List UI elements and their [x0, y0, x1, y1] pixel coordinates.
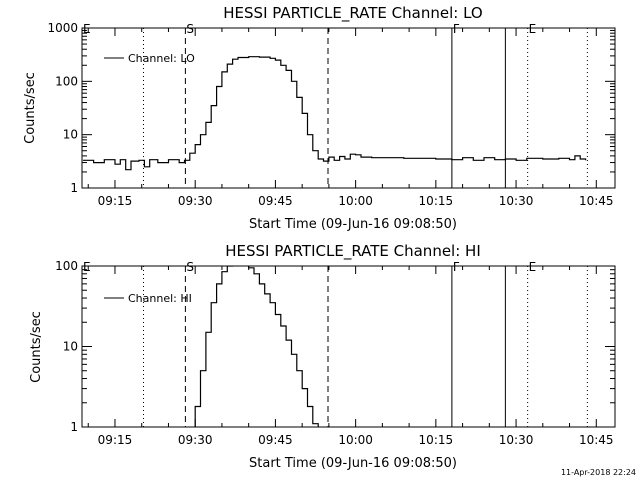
event-marker-label-hi-6: E	[529, 260, 537, 274]
chart-panel-hi: HESSI PARTICLE_RATE Channel: HI Counts/s…	[29, 242, 616, 471]
y-tick-label-lo-1: 10	[63, 128, 78, 142]
y-tick-label-lo-3: 1000	[47, 21, 78, 35]
chart-panel-lo: HESSI PARTICLE_RATE Channel: LO Counts/s…	[23, 4, 616, 232]
x-tick-label-lo-2: 09:45	[258, 194, 293, 208]
event-marker-label-hi-2: S	[186, 260, 194, 274]
y-tick-label-lo-0: 1	[70, 181, 78, 195]
axis-ticks-lo	[82, 27, 615, 189]
x-tick-label-hi-4: 10:15	[419, 433, 454, 447]
footer-timestamp: 11-Apr-2018 22:24	[561, 468, 636, 477]
event-marker-label-lo-4: F	[453, 22, 460, 36]
y-tick-label-lo-2: 100	[55, 74, 78, 88]
legend-label-lo: Channel: LO	[128, 52, 195, 65]
x-tick-label-hi-6: 10:45	[579, 433, 614, 447]
x-tick-label-lo-3: 10:00	[338, 194, 373, 208]
y-tick-label-hi-2: 100	[55, 259, 78, 273]
x-tick-label-lo-6: 10:45	[579, 194, 614, 208]
x-tick-label-lo-5: 10:30	[499, 194, 534, 208]
x-tick-label-lo-0: 09:15	[98, 194, 133, 208]
x-tick-label-hi-3: 10:00	[338, 433, 373, 447]
plot-frame-hi	[81, 265, 616, 428]
x-tick-label-hi-2: 09:45	[258, 433, 293, 447]
x-tick-label-lo-1: 09:30	[178, 194, 213, 208]
y-axis-label-lo: Counts/sec	[23, 72, 38, 144]
event-marker-label-hi-4: F	[453, 260, 460, 274]
y-tick-label-hi-1: 10	[63, 340, 78, 354]
x-tick-label-hi-5: 10:30	[499, 433, 534, 447]
y-tick-label-hi-0: 1	[70, 420, 78, 434]
series-line-lo	[82, 56, 587, 171]
y-axis-label-hi: Counts/sec	[29, 311, 44, 383]
x-tick-label-hi-1: 09:30	[178, 433, 213, 447]
plot-frame-lo	[81, 27, 616, 189]
event-marker-label-lo-6: E	[529, 22, 537, 36]
legend-lo: Channel: LO	[104, 52, 195, 65]
x-tick-label-lo-4: 10:15	[419, 194, 454, 208]
x-axis-label-lo: Start Time (09-Jun-16 09:08:50)	[249, 217, 457, 232]
event-marker-label-lo-2: S	[186, 22, 194, 36]
tick-labels-hi: 09:15 09:30 09:45 10:00 10:15 10:30 10:45 1 10 10…	[55, 259, 613, 447]
x-axis-label-hi: Start Time (09-Jun-16 09:08:50)	[249, 456, 457, 471]
chart-title-lo: HESSI PARTICLE_RATE Channel: LO	[223, 4, 482, 23]
legend-label-hi: Channel: HI	[128, 292, 192, 305]
chart-title-hi: HESSI PARTICLE_RATE Channel: HI	[225, 242, 481, 261]
legend-hi: Channel: HI	[104, 292, 192, 305]
x-tick-label-hi-0: 09:15	[98, 433, 133, 447]
event-marker-label-hi-0: E	[83, 260, 91, 274]
series-line-hi	[194, 266, 319, 427]
event-marker-label-lo-0: E	[83, 22, 91, 36]
tick-labels-lo: 09:15 09:30 09:45 10:00 10:15 10:30 10:45 1 10 10…	[47, 21, 613, 208]
